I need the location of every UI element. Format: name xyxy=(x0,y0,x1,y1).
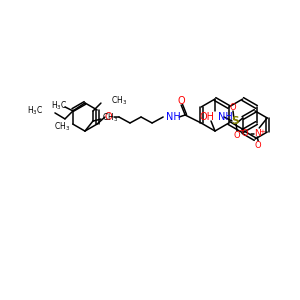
Text: H$_3$C: H$_3$C xyxy=(27,105,43,117)
Text: OH: OH xyxy=(200,112,214,122)
Text: N: N xyxy=(254,130,261,139)
Text: CH$_3$: CH$_3$ xyxy=(102,112,118,124)
Text: CH$_3$: CH$_3$ xyxy=(54,121,70,133)
Text: O: O xyxy=(230,103,236,112)
Text: O: O xyxy=(177,96,185,106)
Text: O: O xyxy=(255,142,262,151)
Text: −: − xyxy=(237,127,244,136)
Text: CH$_3$: CH$_3$ xyxy=(111,95,127,107)
Text: H$_3$C: H$_3$C xyxy=(51,100,67,112)
Text: NH: NH xyxy=(218,112,233,122)
Text: O: O xyxy=(234,130,240,140)
Text: O: O xyxy=(242,130,248,139)
Text: NH: NH xyxy=(166,112,181,122)
Text: O: O xyxy=(104,112,112,122)
Text: S: S xyxy=(231,116,239,126)
Text: +: + xyxy=(259,129,265,135)
